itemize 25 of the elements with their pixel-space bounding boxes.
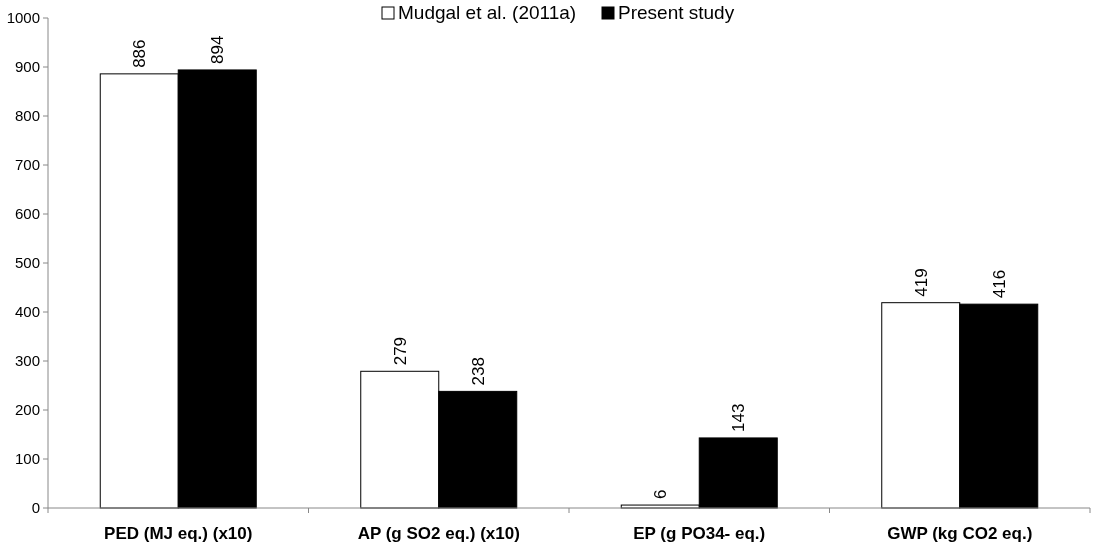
y-tick-label: 300 [14,352,40,370]
y-tick-label: 900 [14,58,40,76]
y-tick-label: 0 [31,499,40,517]
data-label: 419 [911,268,931,297]
legend-label: Mudgal et al. (2011a) [398,2,577,23]
x-tick-label: AP (g SO2 eq.) (x10) [357,524,520,543]
y-tick-label: 200 [14,401,40,419]
y-tick-label: 400 [14,303,40,321]
data-label: 416 [989,269,1009,299]
y-tick-label: 500 [14,254,40,272]
data-label: 6 [651,489,671,500]
data-label: 238 [468,357,488,386]
y-tick-label: 700 [14,156,40,174]
legend-label: Present study [618,2,735,23]
data-label: 143 [729,403,749,432]
x-tick-label: GWP (kg CO2 eq.) [887,524,1033,543]
x-tick-label: PED (MJ eq.) (x10) [104,524,253,543]
y-tick-label: 100 [14,450,40,468]
data-label: 279 [390,336,410,366]
x-tick-label: EP (g PO34- eq.) [633,524,766,543]
y-tick-label: 1000 [6,9,40,27]
data-label: 886 [130,39,150,68]
data-label: 894 [208,35,228,64]
y-tick-label: 800 [14,107,40,125]
y-tick-label: 600 [14,205,40,223]
